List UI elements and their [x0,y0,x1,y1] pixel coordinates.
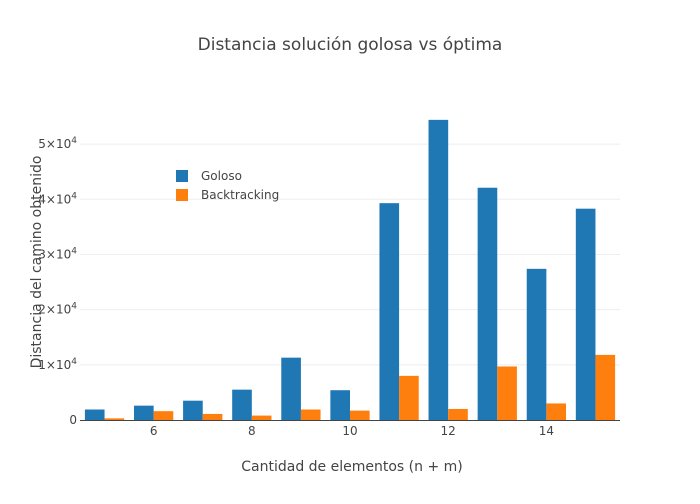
bars [84,119,616,421]
chart-title: Distancia solución golosa vs óptima [198,35,503,55]
bar-goloso [134,405,154,420]
bar-goloso [281,357,301,420]
legend-item-goloso[interactable]: Goloso [176,169,242,183]
y-tick-mantissa: 5×10 [38,137,71,151]
bar-goloso [526,268,547,420]
bar-backtracking [350,410,370,420]
y-tick-exponent: 4 [71,191,77,201]
y-tick-label: 0 [69,413,77,427]
legend-item-backtracking[interactable]: Backtracking [176,188,279,202]
bar-goloso [575,208,596,420]
y-tick-label: 5×104 [38,136,77,151]
legend-label: Backtracking [201,188,279,202]
x-tick-label: 12 [441,424,456,438]
bar-goloso [330,390,350,420]
x-tick-label: 6 [150,424,158,438]
legend-swatch [176,170,188,182]
x-tick-label: 14 [539,424,554,438]
y-tick-exponent: 4 [71,302,77,312]
bar-backtracking [153,411,174,420]
y-tick-mantissa: 3×10 [38,247,71,261]
y-tick-label: 3×104 [38,246,77,261]
bar-backtracking [104,418,125,420]
y-tick-exponent: 4 [71,357,77,367]
x-tick-label: 10 [342,424,357,438]
bar-backtracking [300,409,321,420]
bar-goloso [183,400,203,420]
bar-goloso [477,187,498,420]
bar-backtracking [448,408,468,420]
y-tick-exponent: 4 [71,246,77,256]
bar-backtracking [251,415,272,420]
x-axis-title: Cantidad de elementos (n + m) [241,459,462,475]
y-tick-label: 4×104 [38,191,77,206]
bar-goloso [379,203,400,420]
bar-backtracking [546,403,566,420]
bar-backtracking [202,413,223,420]
y-tick-mantissa: 0 [69,413,77,427]
bar-goloso [232,389,252,420]
y-tick-mantissa: 4×10 [38,192,71,206]
legend-swatch [176,189,188,201]
y-axis-title: Distancia del camino obtenido [29,156,45,369]
bar-backtracking [399,375,419,420]
y-tick-mantissa: 1×10 [38,358,71,372]
y-tick-label: 2×104 [38,302,77,317]
x-tick-label: 8 [248,424,256,438]
y-tick-mantissa: 2×10 [38,303,71,317]
bar-backtracking [595,354,616,420]
bar-goloso [84,409,105,420]
bar-backtracking [497,366,517,420]
bar-goloso [428,119,449,421]
y-tick-label: 1×104 [38,357,77,372]
y-tick-exponent: 4 [71,136,77,146]
legend[interactable]: Goloso Backtracking [176,169,279,202]
legend-label: Goloso [201,169,242,183]
